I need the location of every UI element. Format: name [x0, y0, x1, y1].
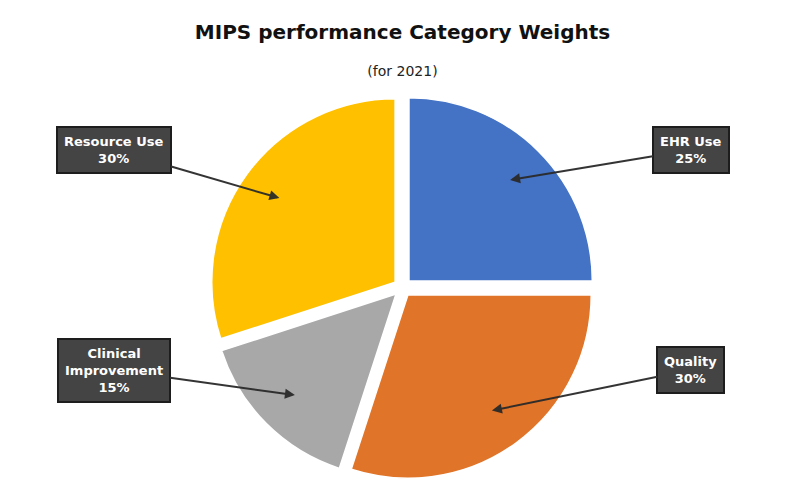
- svg-text:(for 2021): (for 2021): [367, 63, 437, 79]
- svg-text:Quality30%: Quality30%: [664, 354, 717, 386]
- svg-text:MIPS performance Category Weig: MIPS performance Category Weights: [195, 20, 610, 44]
- svg-text:Resource Use30%: Resource Use30%: [64, 134, 164, 166]
- svg-text:EHR Use25%: EHR Use25%: [660, 134, 722, 166]
- svg-text:ClinicalImprovement15%: ClinicalImprovement15%: [65, 346, 163, 395]
